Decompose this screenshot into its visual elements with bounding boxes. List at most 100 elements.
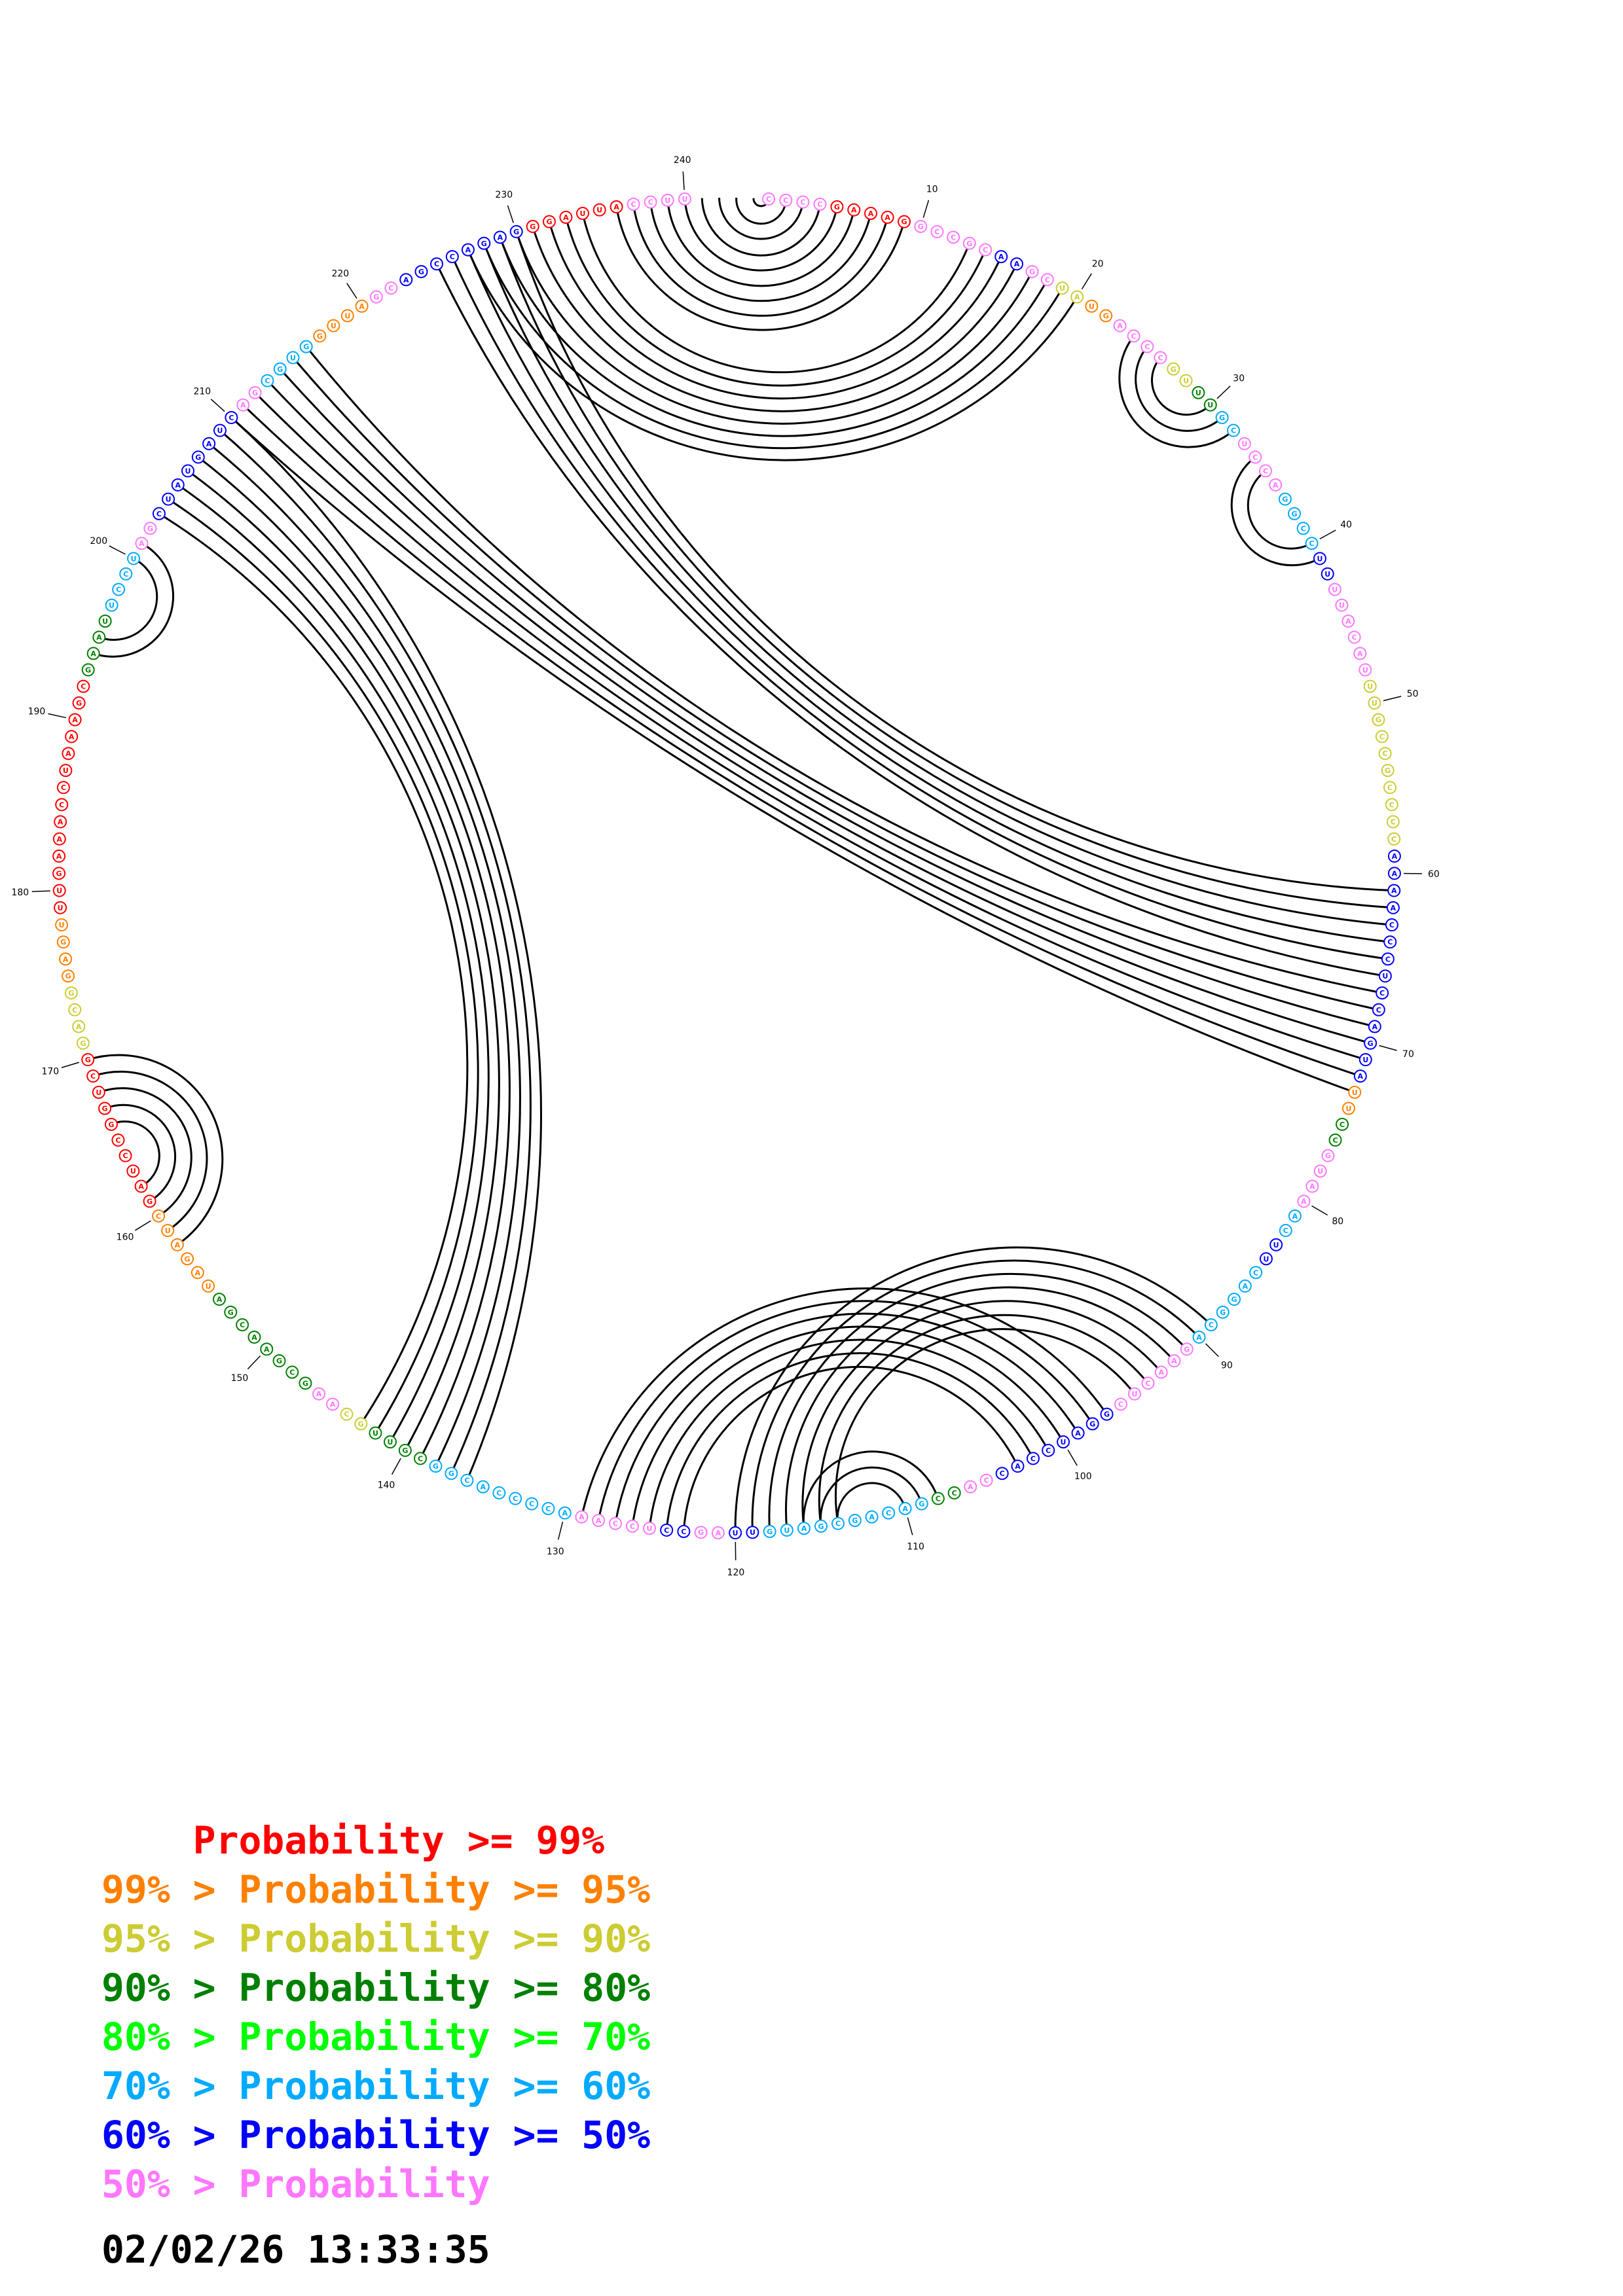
base-pair-arc xyxy=(648,1338,1049,1529)
nucleotide: C xyxy=(1114,1397,1127,1411)
nucleotide: U xyxy=(1259,1252,1273,1266)
nucleotide-letter: C xyxy=(228,414,234,422)
nucleotide-letter: C xyxy=(1379,989,1385,997)
nucleotide-letter: C xyxy=(1000,1469,1005,1478)
nucleotide: U xyxy=(126,1164,140,1178)
nucleotide-letter: C xyxy=(513,1495,518,1503)
nucleotide-letter: U xyxy=(206,1282,211,1291)
tick-line xyxy=(210,399,225,412)
base-pair-arc xyxy=(266,380,1371,1045)
nucleotide: C xyxy=(1258,464,1272,478)
nucleotide-letter: A xyxy=(1171,1357,1177,1365)
nucleotide: U xyxy=(1269,1238,1283,1251)
nucleotide: U xyxy=(1348,1085,1362,1099)
nucleotide-letter: A xyxy=(716,1529,721,1537)
nucleotide: G xyxy=(898,215,911,228)
base-pair-arc xyxy=(111,1121,160,1187)
nucleotide-letter: G xyxy=(1089,1420,1095,1428)
base-pair-arc xyxy=(632,204,889,317)
nucleotide: C xyxy=(1305,537,1319,550)
nucleotide: A xyxy=(52,850,66,863)
tick-line xyxy=(507,205,514,223)
nucleotide: A xyxy=(847,203,861,217)
base-pair-arc xyxy=(1247,470,1313,550)
nucleotide-letter: C xyxy=(1158,353,1163,362)
position-ticks: 10 20 30 40 50 60 70 80 90 100 110 120 130 140 150 160 1… xyxy=(11,155,1439,1578)
nucleotide: A xyxy=(461,243,475,257)
nucleotide: C xyxy=(1385,798,1398,812)
position-label: 210 xyxy=(193,387,211,397)
nucleotide: U xyxy=(213,423,227,437)
nucleotide-letter: A xyxy=(563,213,569,222)
nucleotide-letter: C xyxy=(1333,1136,1338,1145)
nucleotide: A xyxy=(52,832,66,846)
nucleotide-letter: G xyxy=(102,1104,108,1113)
nucleotide: U xyxy=(55,918,69,932)
base-pair-arc xyxy=(187,470,500,1451)
nucleotide-letter: A xyxy=(1309,1182,1315,1191)
nucleotide: C xyxy=(111,1133,125,1147)
nucleotide: G xyxy=(299,340,313,353)
nucleotide-letter: G xyxy=(358,1420,364,1428)
position-label: 80 xyxy=(1332,1217,1343,1227)
nucleotide-letter: U xyxy=(1241,440,1247,448)
nucleotide-letter: U xyxy=(596,206,602,215)
nucleotide-letter: C xyxy=(123,570,128,579)
nucleotide-letter: U xyxy=(166,495,172,504)
nucleotide-letter: G xyxy=(303,343,309,351)
nucleotide: G xyxy=(526,219,539,233)
nucleotide: U xyxy=(1055,281,1069,295)
base-pair-arc xyxy=(818,1314,1149,1527)
nucleotide-letter: A xyxy=(58,818,64,827)
nucleotide-letter: G xyxy=(1103,312,1109,320)
legend-row: 60% > Probability >= 50% xyxy=(101,2113,651,2157)
nucleotide: U xyxy=(161,1224,175,1238)
nucleotide: G xyxy=(542,215,556,228)
nucleotide-letter: C xyxy=(983,246,988,255)
nucleotide-letter: C xyxy=(1391,835,1396,844)
nucleotide-letter: A xyxy=(240,401,246,410)
nucleotide-letter: G xyxy=(60,938,66,946)
nucleotide: C xyxy=(796,195,810,209)
nucleotide-letter: U xyxy=(1339,601,1345,610)
nucleotide-letter: A xyxy=(1273,481,1279,490)
nucleotide: A xyxy=(399,273,413,287)
nucleotide: A xyxy=(1387,867,1401,880)
nucleotide-letter: A xyxy=(801,1524,807,1533)
nucleotide: C xyxy=(1204,1318,1218,1332)
base-pair-arc xyxy=(1230,456,1321,567)
nucleotide-letter: U xyxy=(1263,1255,1269,1263)
timestamp: 02/02/26 13:33:35 xyxy=(101,2227,490,2272)
nucleotide: A xyxy=(864,207,878,221)
nucleotide: U xyxy=(1127,1387,1141,1401)
nucleotide-letter: C xyxy=(1046,1446,1051,1455)
nucleotide-letter: C xyxy=(344,1410,349,1419)
tick-line xyxy=(391,1458,401,1475)
nucleotide-letter: U xyxy=(1317,1167,1323,1175)
nucleotide: C xyxy=(1347,630,1361,644)
nucleotide-letter: C xyxy=(1387,783,1393,792)
base-pair-arc xyxy=(467,249,1078,461)
nucleotide-letter: C xyxy=(1252,453,1258,461)
nucleotide-letter: G xyxy=(276,1357,282,1365)
nucleotide: A xyxy=(1353,1069,1367,1083)
nucleotide-letter: U xyxy=(290,353,296,362)
nucleotide: U xyxy=(1378,969,1392,983)
nucleotide-letter: A xyxy=(1392,852,1398,861)
nucleotide-letter: U xyxy=(1183,377,1189,386)
nucleotide-letter: A xyxy=(1357,649,1363,658)
nucleotide-letter: G xyxy=(373,293,379,302)
nucleotide-letter: C xyxy=(388,284,393,293)
nucleotide: A xyxy=(1154,1365,1168,1379)
nucleotide: A xyxy=(592,1514,606,1528)
base-pair-arc xyxy=(87,1054,224,1246)
nucleotide: C xyxy=(152,1209,166,1223)
nucleotide: A xyxy=(898,1501,912,1515)
nucleotide-letter: C xyxy=(951,234,956,242)
nucleotide-letter: C xyxy=(289,1369,295,1377)
position-label: 130 xyxy=(547,1547,564,1557)
nucleotide-letter: G xyxy=(1231,1295,1237,1304)
nucleotide-letter: G xyxy=(834,203,840,211)
nucleotide: C xyxy=(660,1523,674,1537)
nucleotide-letter: C xyxy=(1283,1227,1288,1235)
